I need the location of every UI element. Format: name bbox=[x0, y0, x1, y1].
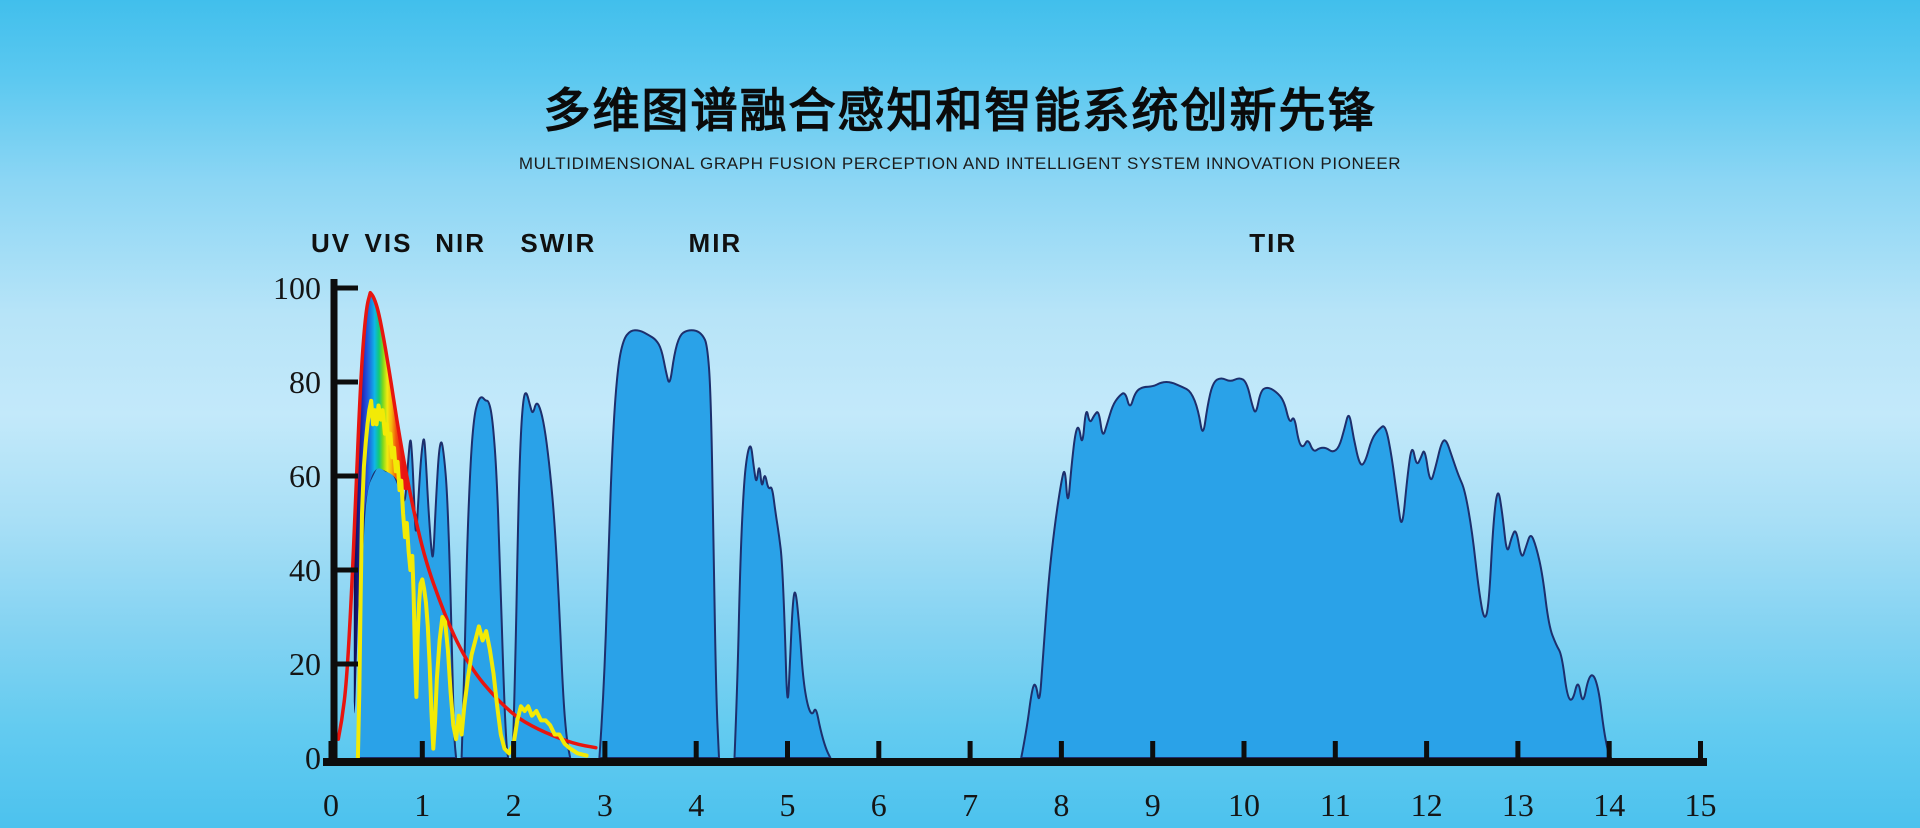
x-tick-label: 15 bbox=[1685, 787, 1717, 823]
y-tick-label: 60 bbox=[289, 458, 321, 494]
x-tick-label: 10 bbox=[1228, 787, 1260, 823]
x-tick-label: 13 bbox=[1502, 787, 1534, 823]
band-label-tir: TIR bbox=[1249, 228, 1297, 258]
y-tick-label: 40 bbox=[289, 552, 321, 588]
band-label-nir: NIR bbox=[435, 228, 486, 258]
x-tick-label: 4 bbox=[688, 787, 704, 823]
x-tick-label: 14 bbox=[1593, 787, 1625, 823]
band-labels: UV VIS NIR SWIR MIR TIR bbox=[311, 228, 1297, 258]
transmission-window-area bbox=[1020, 377, 1612, 759]
x-tick-label: 6 bbox=[871, 787, 887, 823]
x-tick-label: 2 bbox=[506, 787, 522, 823]
y-tick-label: 100 bbox=[273, 270, 321, 306]
x-tick-label: 8 bbox=[1053, 787, 1069, 823]
x-tick-label: 5 bbox=[780, 787, 796, 823]
band-label-uv: UV bbox=[311, 228, 351, 258]
x-tick-label: 0 bbox=[323, 787, 339, 823]
ground-solar-curve bbox=[355, 398, 589, 760]
page-title: 多维图谱融合感知和智能系统创新先锋 bbox=[543, 84, 1377, 137]
x-tick-label: 7 bbox=[962, 787, 978, 823]
y-tick-label: 20 bbox=[289, 646, 321, 682]
x-tick-label: 11 bbox=[1320, 787, 1351, 823]
transmission-window-area bbox=[511, 392, 572, 759]
blackbody-curve bbox=[336, 290, 598, 750]
transmission-window-area bbox=[733, 445, 832, 759]
x-tick-label: 9 bbox=[1145, 787, 1161, 823]
x-tick-label: 3 bbox=[597, 787, 613, 823]
band-label-vis: VIS bbox=[365, 228, 413, 258]
y-tick-label: 0 bbox=[305, 740, 321, 776]
visible-spectrum-rainbow bbox=[353, 292, 409, 714]
transmission-window-area bbox=[598, 329, 720, 759]
transmission-windows bbox=[356, 329, 1612, 759]
band-label-swir: SWIR bbox=[520, 228, 596, 258]
x-tick-label: 1 bbox=[414, 787, 430, 823]
page-subtitle: MULTIDIMENSIONAL GRAPH FUSION PERCEPTION… bbox=[518, 154, 1402, 173]
y-tick-label: 80 bbox=[289, 364, 321, 400]
band-label-mir: MIR bbox=[689, 228, 743, 258]
x-tick-label: 12 bbox=[1411, 787, 1443, 823]
